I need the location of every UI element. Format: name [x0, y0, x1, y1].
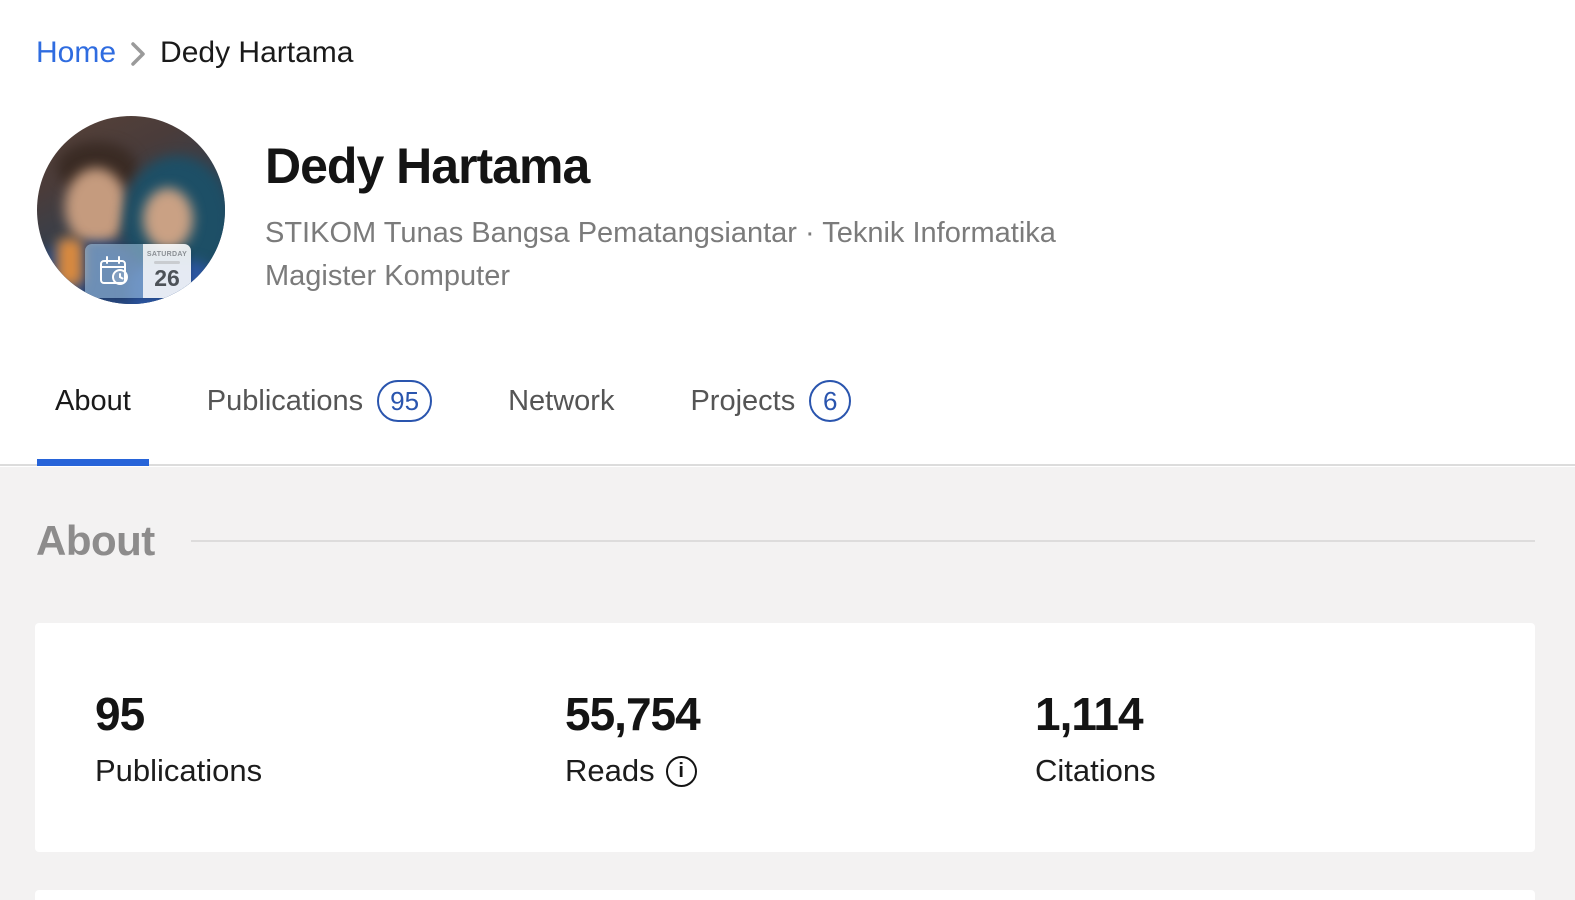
about-section: About 95 Publications 55,754 Reads i 1,1…	[0, 467, 1575, 900]
avatar-photo-shape	[57, 238, 83, 286]
tab-about[interactable]: About	[37, 338, 149, 466]
breadcrumb: Home Dedy Hartama	[0, 0, 1575, 70]
breadcrumb-home-link[interactable]: Home	[36, 36, 117, 69]
calendar-weekday: SATURDAY	[146, 251, 188, 258]
avatar-photo-shape	[65, 168, 127, 246]
degree-line: Magister Komputer	[265, 260, 510, 292]
section-divider	[190, 540, 1535, 542]
tab-publications[interactable]: Publications 95	[189, 338, 450, 464]
stat-label: Reads i	[565, 753, 1035, 789]
tab-label: Publications	[206, 384, 364, 417]
stat-label: Publications	[95, 753, 565, 789]
profile-tabbar: About Publications 95 Network Projects 6	[0, 338, 1575, 466]
stat-label: Citations	[1035, 753, 1505, 789]
stat-label-text: Citations	[1035, 753, 1156, 788]
tab-label: Network	[508, 384, 615, 417]
affiliation-line: STIKOM Tunas Bangsa Pematangsiantar · Te…	[265, 217, 1056, 249]
calendar-date: SATURDAY 26	[143, 244, 191, 298]
tab-label: About	[55, 384, 131, 417]
profile-header: SATURDAY 26 Dedy Hartama STIKOM Tunas Ba…	[37, 116, 1575, 304]
stat-value: 1,114	[1035, 688, 1144, 740]
profile-avatar[interactable]: SATURDAY 26	[37, 116, 225, 304]
section-title: About	[36, 517, 155, 564]
tab-projects[interactable]: Projects 6	[672, 338, 869, 464]
about-section-header: About	[36, 517, 1535, 565]
stats-card: 95 Publications 55,754 Reads i 1,114 Cit…	[35, 623, 1535, 852]
stat-citations: 1,114 Citations	[1035, 689, 1505, 852]
projects-count-badge: 6	[809, 380, 852, 422]
profile-name: Dedy Hartama	[265, 138, 590, 194]
publications-count-badge: 95	[377, 380, 433, 422]
profile-affiliation: STIKOM Tunas Bangsa Pematangsiantar · Te…	[265, 212, 1056, 298]
calendar-day-number: 26	[154, 265, 180, 291]
stat-value: 55,754	[565, 688, 701, 740]
next-card-partial	[35, 890, 1535, 900]
calendar-icon	[85, 244, 143, 298]
breadcrumb-current: Dedy Hartama	[160, 36, 354, 69]
stat-value: 95	[95, 688, 145, 740]
reads-info-icon[interactable]: i	[665, 755, 697, 787]
avatar-photo-shape	[143, 188, 193, 250]
stat-reads: 55,754 Reads i	[565, 689, 1035, 852]
chevron-right-icon	[128, 41, 148, 67]
stat-publications: 95 Publications	[95, 689, 565, 852]
profile-identity: Dedy Hartama STIKOM Tunas Bangsa Pematan…	[265, 116, 1056, 304]
stat-label-text: Reads	[565, 753, 655, 788]
stat-label-text: Publications	[95, 753, 263, 788]
calendar-subtext-blur	[154, 261, 180, 264]
avatar-calendar-overlay: SATURDAY 26	[85, 244, 191, 298]
tab-network[interactable]: Network	[490, 338, 632, 464]
tab-label: Projects	[690, 384, 796, 417]
